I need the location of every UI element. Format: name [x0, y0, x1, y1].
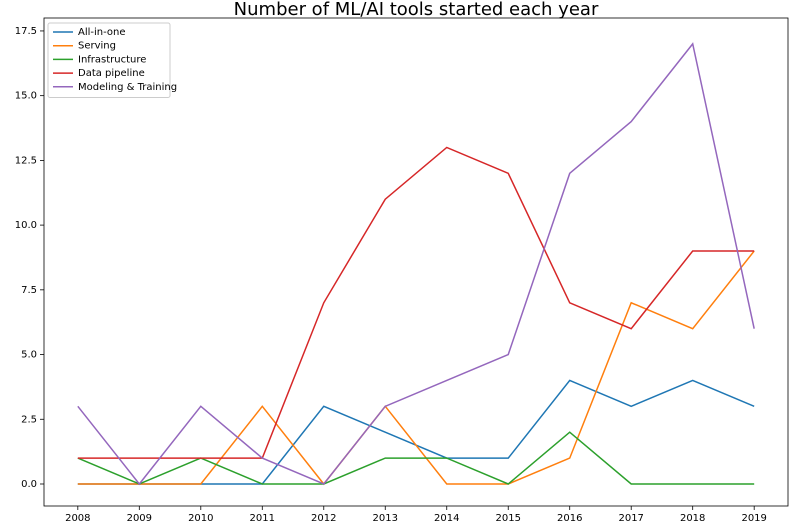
series-line	[77, 379, 755, 485]
x-tick-label: 2015	[496, 513, 521, 524]
y-tick-label: 10.0	[15, 220, 37, 231]
x-tick-label: 2009	[127, 513, 152, 524]
legend-label: Serving	[78, 41, 116, 52]
legend-label: All-in-one	[78, 27, 126, 38]
y-tick-label: 5.0	[21, 350, 37, 361]
x-tick-label: 2019	[741, 513, 766, 524]
legend-label: Modeling & Training	[78, 82, 177, 93]
plot-frame	[43, 17, 789, 507]
x-tick-label: 2010	[188, 513, 213, 524]
legend-label: Data pipeline	[78, 68, 145, 79]
y-tick-label: 15.0	[15, 91, 37, 102]
x-tick-label: 2017	[618, 513, 643, 524]
y-tick-label: 12.5	[15, 155, 37, 166]
series-line	[77, 250, 755, 486]
x-tick-label: 2018	[680, 513, 705, 524]
chart-title: Number of ML/AI tools started each year	[234, 0, 599, 20]
y-tick-label: 2.5	[21, 414, 37, 425]
y-tick-label: 17.5	[15, 26, 37, 37]
series-line	[77, 431, 755, 485]
x-tick-label: 2016	[557, 513, 582, 524]
x-tick-label: 2012	[311, 513, 336, 524]
x-tick-label: 2011	[250, 513, 275, 524]
legend-box	[47, 22, 171, 98]
series-line	[77, 42, 755, 486]
x-tick-label: 2013	[373, 513, 398, 524]
x-tick-label: 2014	[434, 513, 459, 524]
y-tick-label: 7.5	[21, 285, 37, 296]
x-tick-label: 2008	[65, 513, 90, 524]
y-tick-label: 0.0	[21, 479, 37, 490]
legend-label: Infrastructure	[78, 54, 146, 65]
series-line	[77, 146, 755, 459]
